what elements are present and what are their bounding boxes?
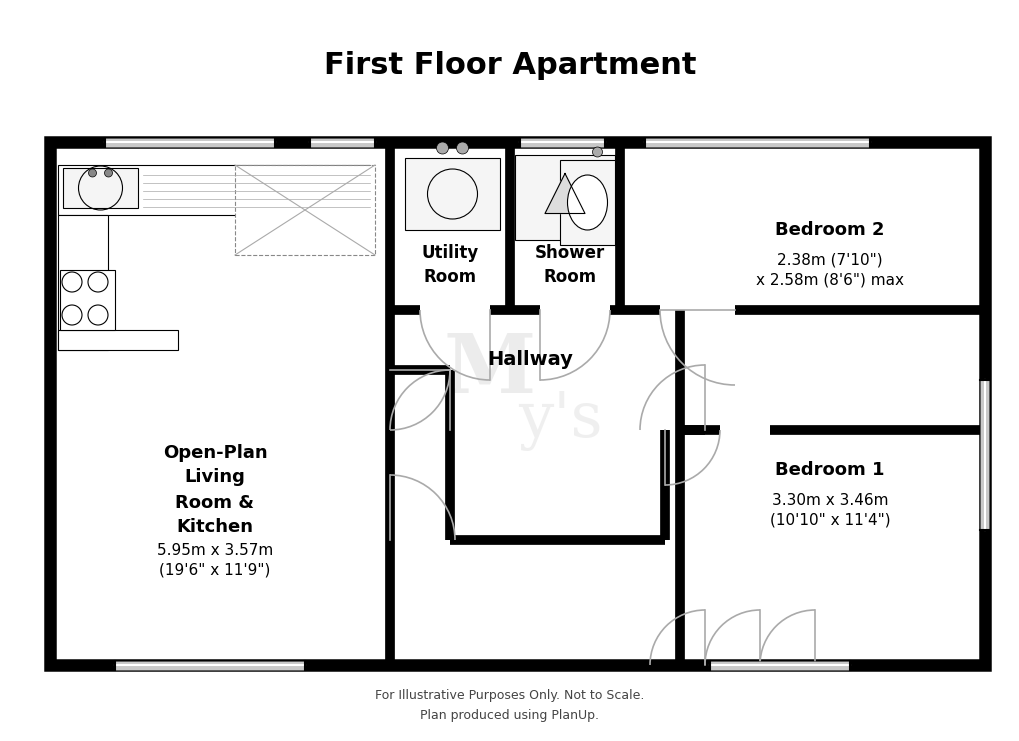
Bar xyxy=(58,330,178,350)
Bar xyxy=(50,142,984,665)
Text: M: M xyxy=(443,330,536,410)
Bar xyxy=(58,215,108,350)
Text: Bedroom 1: Bedroom 1 xyxy=(774,461,883,479)
Text: 3.30m x 3.46m
(10'10" x 11'4"): 3.30m x 3.46m (10'10" x 11'4") xyxy=(769,493,890,528)
Circle shape xyxy=(89,169,97,177)
Circle shape xyxy=(457,142,468,154)
Polygon shape xyxy=(544,173,585,213)
Text: Utility
Room: Utility Room xyxy=(421,245,478,286)
Text: First Floor Apartment: First Floor Apartment xyxy=(323,50,696,79)
Bar xyxy=(234,165,375,255)
Bar xyxy=(520,138,604,147)
Text: Plan produced using PlanUp.: Plan produced using PlanUp. xyxy=(420,708,599,722)
Text: Bedroom 2: Bedroom 2 xyxy=(774,221,883,239)
Text: 2.38m (7'10")
x 2.58m (8'6") max: 2.38m (7'10") x 2.58m (8'6") max xyxy=(755,253,903,288)
Bar xyxy=(105,138,275,147)
Bar xyxy=(644,138,869,147)
Circle shape xyxy=(436,142,448,154)
Text: y's: y's xyxy=(518,390,602,451)
Bar xyxy=(63,168,138,208)
Bar xyxy=(60,270,115,330)
Text: For Illustrative Purposes Only. Not to Scale.: For Illustrative Purposes Only. Not to S… xyxy=(375,688,644,702)
Text: Hallway: Hallway xyxy=(487,350,573,370)
Circle shape xyxy=(104,169,112,177)
Bar xyxy=(115,660,305,670)
Ellipse shape xyxy=(567,175,607,230)
Bar xyxy=(979,380,988,530)
Text: 5.95m x 3.57m
(19'6" x 11'9"): 5.95m x 3.57m (19'6" x 11'9") xyxy=(157,542,273,577)
Text: Open-Plan
Living
Room &
Kitchen: Open-Plan Living Room & Kitchen xyxy=(162,444,267,536)
Text: Shower
Room: Shower Room xyxy=(534,245,604,286)
Bar xyxy=(559,160,614,245)
Circle shape xyxy=(592,147,602,157)
Bar xyxy=(310,138,375,147)
Bar xyxy=(515,155,614,240)
Bar xyxy=(709,660,849,670)
Bar xyxy=(58,165,370,215)
Bar xyxy=(405,158,499,230)
